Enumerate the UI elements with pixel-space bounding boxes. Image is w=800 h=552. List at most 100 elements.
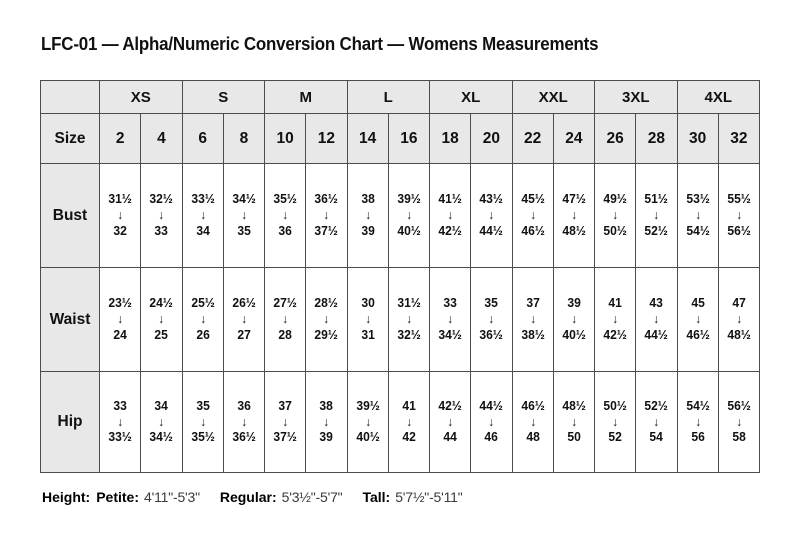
measure-from: 42½ [438, 397, 462, 413]
measure-range: 35 ↓ 35½ [184, 398, 221, 445]
down-arrow-icon: ↓ [735, 414, 742, 429]
measure-range: 42½ ↓ 44 [431, 397, 468, 445]
numeric-size-28: 28 [635, 113, 678, 164]
measure-from: 55½ [727, 191, 751, 207]
down-arrow-icon: ↓ [405, 414, 412, 429]
measure-to: 40½ [355, 429, 380, 445]
height-tall-segment: Tall: 5'7½"-5'11" [362, 489, 462, 505]
measure-to: 37½ [314, 222, 339, 238]
measurement-row-bust: Bust 31½ ↓ 32 32½ ↓ 33 33½ ↓ 34 34½ ↓ 35 35½ ↓ 36 36½ ↓ 3… [40, 163, 761, 268]
waist-row-label: Waist [40, 267, 100, 372]
down-arrow-icon: ↓ [199, 312, 206, 327]
measure-from: 45½ [520, 191, 545, 207]
measure-to: 35½ [190, 429, 215, 445]
measure-cell: 36½ ↓ 37½ [305, 163, 348, 268]
measure-to: 26 [195, 326, 210, 342]
numeric-size-10: 10 [263, 113, 307, 164]
measure-cell: 50½ ↓ 52 [593, 371, 637, 473]
measure-to: 42½ [438, 222, 462, 238]
measure-to: 34 [195, 222, 210, 238]
down-arrow-icon: ↓ [240, 312, 247, 327]
measure-cell: 26½ ↓ 27 [222, 267, 266, 372]
alpha-size-m: M [264, 80, 348, 114]
measure-cell: 38 ↓ 39 [346, 163, 389, 268]
measure-cell: 41 ↓ 42½ [593, 267, 637, 372]
measure-cell: 47½ ↓ 48½ [552, 163, 596, 268]
measure-range: 50½ ↓ 52 [596, 398, 633, 445]
measure-to: 48½ [727, 326, 751, 342]
down-arrow-icon: ↓ [199, 208, 206, 223]
measure-from: 47 [732, 295, 746, 311]
measure-cell: 34 ↓ 34½ [140, 371, 183, 473]
height-petite-segment: Petite: 4'11"-5'3" [96, 489, 200, 505]
numeric-size-12: 12 [305, 113, 348, 164]
conversion-table: XS S M L XL XXL 3XL 4XL Size 2 4 6 8 10 12 14 16 18 20 22… [40, 80, 761, 473]
numeric-size-26: 26 [593, 113, 637, 164]
measure-to: 25 [154, 326, 169, 342]
measure-range: 34½ ↓ 35 [225, 191, 262, 238]
down-arrow-icon: ↓ [653, 312, 660, 327]
measure-range: 37 ↓ 38½ [514, 295, 551, 342]
numeric-size-30: 30 [676, 113, 719, 164]
measure-to: 35 [237, 222, 251, 238]
measure-to: 44½ [644, 326, 669, 342]
measure-range: 27½ ↓ 28 [266, 295, 303, 342]
measure-from: 41½ [438, 191, 462, 207]
measure-range: 38 ↓ 39 [349, 191, 386, 238]
down-arrow-icon: ↓ [735, 312, 742, 327]
measure-range: 45 ↓ 46½ [679, 295, 716, 342]
down-arrow-icon: ↓ [323, 208, 330, 223]
measure-to: 24 [113, 326, 127, 342]
measure-range: 30 ↓ 31 [349, 295, 386, 342]
measure-range: 53½ ↓ 54½ [679, 191, 716, 238]
down-arrow-icon: ↓ [405, 312, 412, 327]
measure-to: 48 [525, 429, 540, 445]
numeric-size-row: Size 2 4 6 8 10 12 14 16 18 20 22 24 26 28 30 32 [40, 113, 761, 164]
measure-from: 43½ [479, 191, 504, 207]
measure-to: 32½ [397, 326, 421, 342]
down-arrow-icon: ↓ [735, 208, 742, 223]
measure-range: 32½ ↓ 33 [143, 191, 180, 238]
down-arrow-icon: ↓ [282, 208, 289, 223]
numeric-size-22: 22 [511, 113, 554, 164]
measure-cell: 51½ ↓ 52½ [635, 163, 678, 268]
measure-from: 51½ [644, 191, 669, 207]
down-arrow-icon: ↓ [117, 208, 124, 223]
measure-from: 36 [237, 397, 251, 413]
numeric-size-24: 24 [552, 113, 596, 164]
down-arrow-icon: ↓ [117, 312, 124, 327]
measure-range: 35 ↓ 36½ [473, 295, 510, 342]
down-arrow-icon: ↓ [158, 414, 165, 429]
measure-range: 25½ ↓ 26 [184, 295, 221, 342]
measure-from: 47½ [562, 191, 586, 207]
measure-from: 53½ [685, 191, 710, 207]
measure-from: 33 [113, 397, 127, 413]
measure-from: 35 [484, 295, 499, 311]
measure-to: 42 [402, 429, 416, 445]
size-row-label: Size [40, 113, 100, 164]
measure-from: 54½ [685, 397, 710, 413]
measure-range: 47 ↓ 48½ [720, 295, 757, 342]
down-arrow-icon: ↓ [282, 414, 289, 429]
numeric-size-14: 14 [346, 113, 389, 164]
measure-to: 44 [443, 429, 457, 445]
measure-from: 48½ [562, 397, 586, 413]
measure-to: 33 [154, 222, 169, 238]
measure-range: 43 ↓ 44½ [638, 295, 675, 342]
tall-label: Tall: [362, 489, 391, 505]
measure-to: 56 [690, 429, 705, 445]
down-arrow-icon: ↓ [323, 414, 330, 429]
measure-cell: 55½ ↓ 56½ [717, 163, 761, 268]
measure-cell: 42½ ↓ 44 [428, 371, 472, 473]
measure-range: 39 ↓ 40½ [555, 295, 592, 342]
measure-from: 34 [154, 397, 169, 413]
measure-cell: 43½ ↓ 44½ [470, 163, 513, 268]
down-arrow-icon: ↓ [570, 208, 577, 223]
measure-cell: 37 ↓ 37½ [263, 371, 307, 473]
down-arrow-icon: ↓ [199, 414, 206, 429]
measure-cell: 37 ↓ 38½ [511, 267, 554, 372]
down-arrow-icon: ↓ [447, 414, 454, 429]
measure-range: 45½ ↓ 46½ [514, 191, 551, 238]
measure-to: 37½ [273, 429, 297, 445]
